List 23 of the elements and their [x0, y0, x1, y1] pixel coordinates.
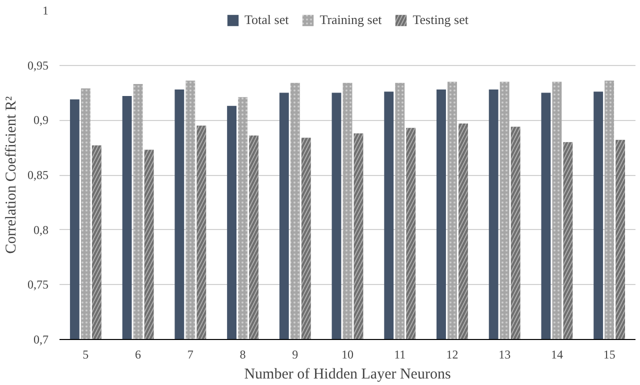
y-tick-label: 0,9 — [34, 113, 48, 128]
y-tick-label: 0,7 — [34, 332, 48, 346]
x-tick-label: 6 — [135, 348, 142, 362]
y-tick-label: 0,75 — [28, 278, 48, 292]
x-tick-label: 12 — [446, 348, 458, 362]
x-tick-label: 7 — [187, 348, 194, 362]
x-axis-title: Number of Hidden Layer Neurons — [244, 366, 451, 382]
x-tick-label: 11 — [394, 348, 406, 362]
y-axis-title: Correlation Coefficient R² — [4, 96, 20, 254]
legend-label: Total set — [244, 12, 289, 28]
x-tick-label: 15 — [603, 348, 616, 362]
x-tick-label: 5 — [82, 348, 89, 362]
legend-label: Testing set — [412, 12, 468, 28]
x-tick-label: 13 — [498, 348, 511, 362]
x-tick-label: 14 — [550, 348, 563, 362]
x-tick-label: 9 — [292, 348, 298, 362]
y-tick-label: 1 — [42, 4, 48, 18]
x-tick-label: 10 — [342, 348, 354, 362]
y-tick-label: 0,8 — [34, 222, 48, 237]
legend-label: Training set — [320, 12, 382, 28]
x-tick-label: 8 — [240, 348, 246, 362]
y-tick-label: 0,85 — [28, 168, 48, 182]
y-tick-label: 0,95 — [28, 58, 48, 72]
